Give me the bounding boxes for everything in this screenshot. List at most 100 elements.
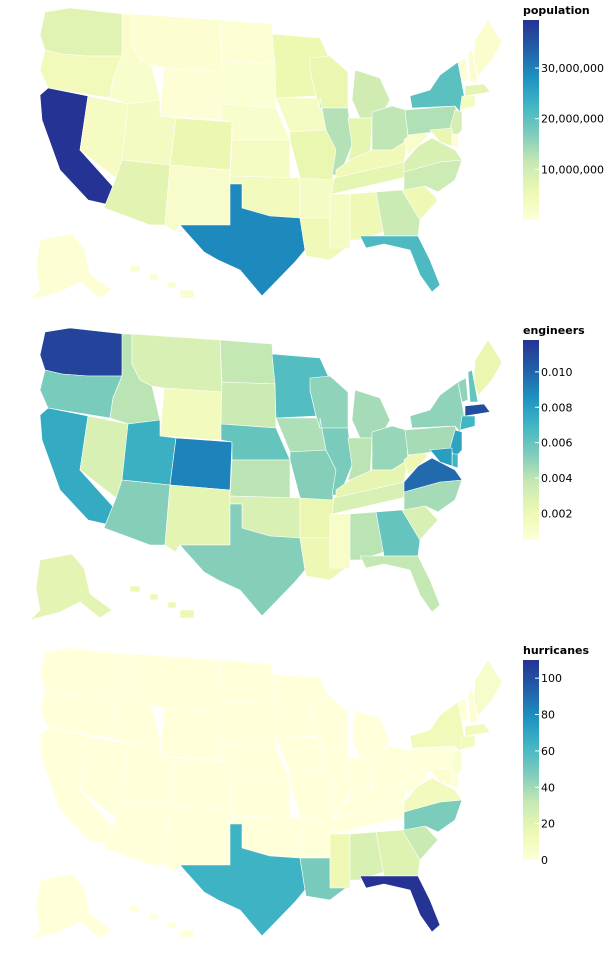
state-ms bbox=[329, 193, 351, 249]
state-nm bbox=[164, 484, 231, 553]
state-md bbox=[429, 127, 453, 147]
state-ct bbox=[459, 735, 476, 751]
state-nd bbox=[219, 19, 276, 65]
state-nd bbox=[219, 339, 276, 385]
state-nh bbox=[467, 369, 479, 403]
state-va bbox=[403, 457, 463, 493]
legend-tick-label: 0.002 bbox=[541, 507, 573, 520]
state-wy bbox=[159, 387, 223, 441]
state-hi bbox=[129, 905, 195, 939]
legend-tick-label: 0.004 bbox=[541, 472, 573, 485]
state-de bbox=[451, 773, 459, 789]
state-ar bbox=[299, 177, 335, 219]
state-nj bbox=[449, 109, 463, 139]
state-ak bbox=[29, 873, 113, 941]
state-mo bbox=[289, 129, 337, 186]
state-me bbox=[473, 659, 503, 717]
state-vt bbox=[457, 57, 469, 83]
engineers-legend: engineers 0.002 0.004 0.006 0.008 0.010 bbox=[523, 324, 585, 540]
hurricanes-map: hurricanes 0 20 40 60 80 100 bbox=[29, 644, 590, 941]
hurricanes-legend: hurricanes 0 20 40 60 80 100 bbox=[523, 644, 590, 867]
state-ga bbox=[375, 189, 421, 237]
state-md bbox=[429, 767, 453, 787]
legend-tick-label: 0 bbox=[541, 854, 548, 867]
state-ms bbox=[329, 833, 351, 889]
legend-tick-label: 10,000,000 bbox=[541, 163, 604, 176]
legend-title: hurricanes bbox=[523, 644, 590, 657]
state-ms bbox=[329, 513, 351, 569]
state-sd bbox=[220, 701, 277, 749]
state-me bbox=[473, 339, 503, 397]
legend-title: engineers bbox=[523, 324, 585, 337]
state-va bbox=[403, 777, 463, 813]
state-wy bbox=[159, 67, 223, 121]
state-vt bbox=[457, 377, 469, 403]
state-ny bbox=[409, 381, 466, 433]
state-ar bbox=[299, 817, 335, 859]
legend-tick-label: 20 bbox=[541, 818, 555, 831]
state-ma bbox=[464, 83, 491, 97]
legend-tick-label: 20,000,000 bbox=[541, 113, 604, 126]
engineers-map: engineers 0.002 0.004 0.006 0.008 0.010 bbox=[29, 324, 585, 621]
state-ct bbox=[459, 415, 476, 431]
hurricanes-states bbox=[29, 647, 503, 941]
state-wy bbox=[159, 707, 223, 761]
legend-colorbar bbox=[523, 660, 539, 860]
state-ak bbox=[29, 233, 113, 301]
state-fl bbox=[359, 875, 441, 933]
state-ma bbox=[464, 403, 491, 417]
state-ny bbox=[409, 701, 466, 753]
state-nm bbox=[164, 164, 231, 233]
state-nj bbox=[449, 429, 463, 459]
legend-tick-label: 0.006 bbox=[541, 437, 573, 450]
state-md bbox=[429, 447, 453, 467]
hurricanes-map-panel: hurricanes 0 20 40 60 80 100 bbox=[0, 640, 604, 960]
engineers-states bbox=[29, 327, 503, 621]
legend-tick-label: 100 bbox=[541, 672, 562, 685]
state-sd bbox=[220, 381, 277, 429]
state-de bbox=[451, 453, 459, 469]
state-fl bbox=[359, 555, 441, 613]
state-sd bbox=[220, 61, 277, 109]
state-nj bbox=[449, 749, 463, 779]
legend-tick-label: 80 bbox=[541, 709, 555, 722]
population-legend: population 10,000,000 20,000,000 30,000,000 bbox=[523, 4, 604, 220]
state-co bbox=[169, 117, 233, 171]
population-states bbox=[29, 7, 503, 301]
population-map-panel: population 10,000,000 20,000,000 30,000,000 bbox=[0, 0, 604, 320]
state-ga bbox=[375, 509, 421, 557]
legend-tick-label: 0.010 bbox=[541, 366, 573, 379]
state-nh bbox=[467, 689, 479, 723]
state-co bbox=[169, 757, 233, 811]
state-hi bbox=[129, 585, 195, 619]
state-ga bbox=[375, 829, 421, 877]
state-ks bbox=[229, 459, 291, 499]
state-mo bbox=[289, 449, 337, 506]
state-de bbox=[451, 133, 459, 149]
population-map: population 10,000,000 20,000,000 30,000,000 bbox=[29, 4, 604, 301]
legend-tick-label: 60 bbox=[541, 745, 555, 758]
state-nh bbox=[467, 49, 479, 83]
state-wa bbox=[39, 647, 125, 697]
legend-colorbar bbox=[523, 340, 539, 540]
state-me bbox=[473, 19, 503, 77]
state-hi bbox=[129, 265, 195, 299]
legend-tick-label: 0.008 bbox=[541, 401, 573, 414]
state-co bbox=[169, 437, 233, 491]
state-va bbox=[403, 137, 463, 173]
state-ks bbox=[229, 779, 291, 819]
legend-title: population bbox=[523, 4, 590, 17]
state-mo bbox=[289, 769, 337, 826]
state-vt bbox=[457, 697, 469, 723]
state-ny bbox=[409, 61, 466, 113]
state-nd bbox=[219, 659, 276, 705]
legend-tick-label: 30,000,000 bbox=[541, 62, 604, 75]
state-ct bbox=[459, 95, 476, 111]
state-ar bbox=[299, 497, 335, 539]
state-ma bbox=[464, 723, 491, 737]
state-ak bbox=[29, 553, 113, 621]
state-wa bbox=[39, 327, 125, 377]
state-fl bbox=[359, 235, 441, 293]
legend-tick-label: 40 bbox=[541, 781, 555, 794]
state-ks bbox=[229, 139, 291, 179]
